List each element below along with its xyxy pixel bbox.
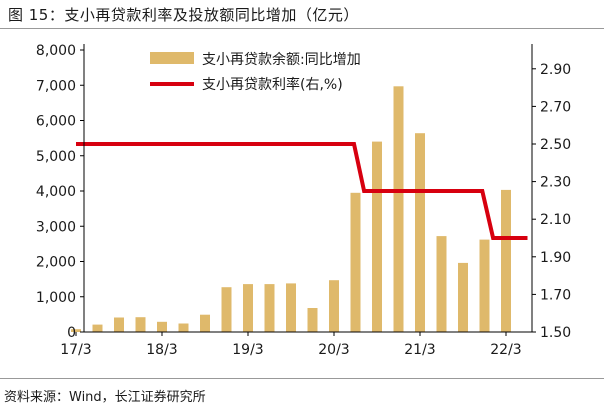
bar-2 xyxy=(114,317,124,332)
y-right-label-4: 2.30 xyxy=(540,175,571,191)
y-left-label-6: 6,000 xyxy=(36,114,76,130)
bar-7 xyxy=(221,287,232,332)
y-left-label-8: 8,000 xyxy=(36,43,76,59)
x-label-5: 22/3 xyxy=(490,342,521,358)
bar-4 xyxy=(157,321,167,332)
bar-8 xyxy=(243,284,253,332)
bar-1 xyxy=(92,324,103,332)
y-right-label-6: 2.70 xyxy=(540,99,571,115)
title-divider xyxy=(0,28,604,29)
y-left-label-7: 7,000 xyxy=(36,78,76,94)
legend-swatch-bar xyxy=(150,52,194,64)
bar-13 xyxy=(350,192,361,332)
x-label-2: 19/3 xyxy=(232,342,263,358)
bar-5 xyxy=(178,323,189,332)
bar-14 xyxy=(372,141,382,332)
bar-15 xyxy=(393,86,404,332)
y-right-label-2: 1.90 xyxy=(540,250,571,266)
y-left-label-4: 4,000 xyxy=(36,184,76,200)
bar-17 xyxy=(436,236,447,332)
x-label-4: 21/3 xyxy=(404,342,435,358)
y-left-label-5: 5,000 xyxy=(36,149,76,165)
y-left-label-1: 1,000 xyxy=(36,290,76,306)
bar-0 xyxy=(71,329,81,332)
y-left-label-3: 3,000 xyxy=(36,219,76,235)
y-right-label-1: 1.70 xyxy=(540,287,571,303)
y-right-label-5: 2.50 xyxy=(540,137,571,153)
rate-line xyxy=(76,142,528,240)
y-right-label-0: 1.50 xyxy=(540,325,571,341)
bar-9 xyxy=(264,284,275,332)
bar-12 xyxy=(329,280,339,332)
figure-title: 图 15：支小再贷款利率及投放额同比增加（亿元） xyxy=(8,6,359,24)
y-right-label-7: 2.90 xyxy=(540,62,571,78)
bar-20 xyxy=(501,189,511,332)
bar-19 xyxy=(479,239,490,332)
y-left-label-2: 2,000 xyxy=(36,255,76,271)
y-left-label-0: 0 xyxy=(67,325,76,341)
source-note: 资料来源：Wind，长江证券研究所 xyxy=(4,390,206,405)
bar-11 xyxy=(307,308,318,332)
x-label-3: 20/3 xyxy=(318,342,349,358)
bar-18 xyxy=(458,262,468,332)
x-label-1: 18/3 xyxy=(146,342,177,358)
axes: 0 1,000 2,000 3,000 4,000 5,000 6,000 7,000 8,00… xyxy=(36,43,571,358)
bar-6 xyxy=(200,314,210,332)
bar-series xyxy=(71,86,511,332)
x-label-0: 17/3 xyxy=(60,342,91,358)
y-right-label-3: 2.10 xyxy=(540,212,571,228)
bar-10 xyxy=(286,283,296,332)
line-series xyxy=(76,142,528,240)
bar-16 xyxy=(415,133,425,332)
footer-divider xyxy=(0,378,604,379)
legend-label-line: 支小再贷款利率(右,%) xyxy=(202,76,343,93)
legend-label-bar: 支小再贷款余额:同比增加 xyxy=(202,51,361,68)
bar-3 xyxy=(135,317,146,332)
